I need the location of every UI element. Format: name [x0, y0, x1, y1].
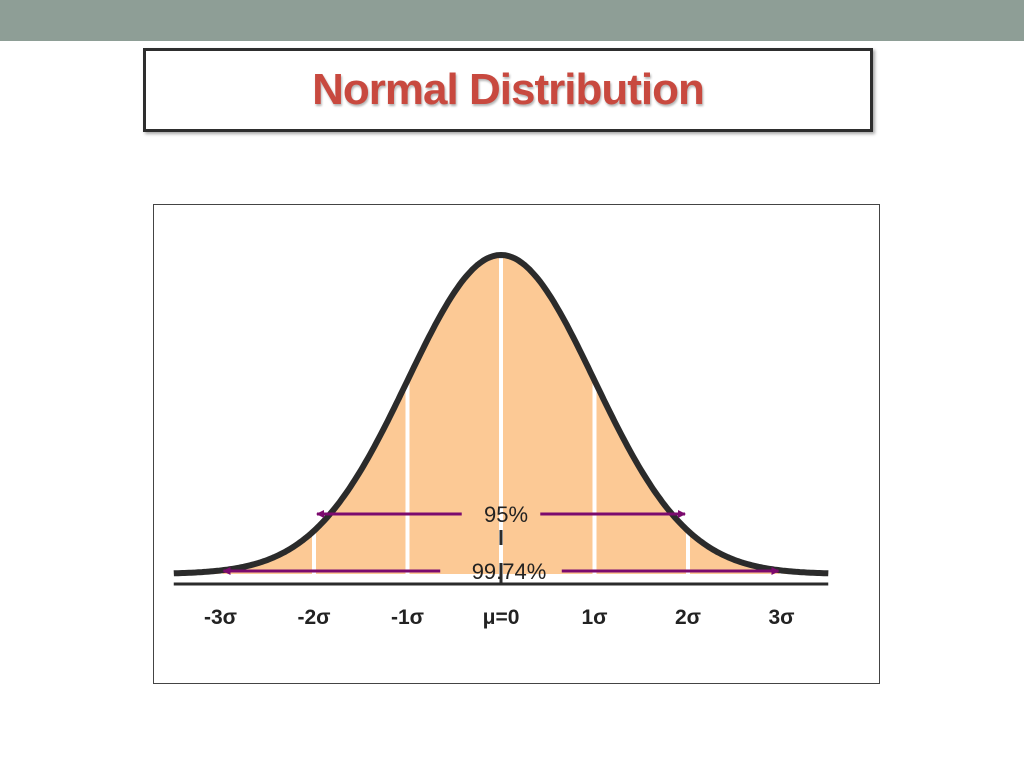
normal-curve-line	[172, 252, 830, 577]
interval-label: 99.74%	[472, 559, 547, 584]
x-tick-label: 1σ	[581, 606, 607, 629]
x-tick-label: μ=0	[483, 606, 520, 629]
slide-title: Normal Distribution	[312, 65, 705, 114]
x-tick-label: -2σ	[297, 606, 330, 629]
title-box: Normal Distribution	[143, 48, 873, 132]
interval-label: 95%	[484, 502, 528, 527]
x-tick-label: 3σ	[768, 606, 794, 629]
x-tick-label: -1σ	[391, 606, 424, 629]
x-tick-label: 2σ	[675, 606, 701, 629]
x-tick-label: -3σ	[204, 606, 237, 629]
top-accent-bar	[0, 0, 1024, 41]
